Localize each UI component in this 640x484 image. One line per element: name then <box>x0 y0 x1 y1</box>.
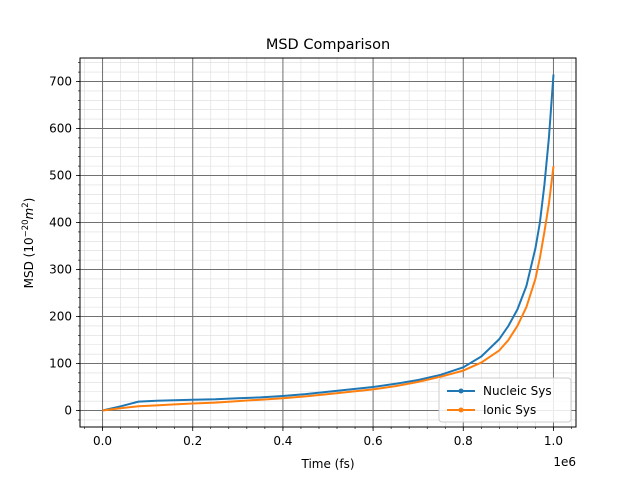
x-tick-label: 0.8 <box>454 434 473 448</box>
y-label-exp: −20 <box>21 219 31 237</box>
y-tick-label: 0 <box>64 404 72 418</box>
y-label-prefix: MSD (10 <box>22 237 36 288</box>
y-tick-label: 300 <box>49 263 72 277</box>
x-axis: 0.0 0.2 0.4 0.6 0.8 1.0 <box>84 427 572 448</box>
plot-frame <box>79 57 577 428</box>
major-grid <box>80 58 576 427</box>
legend-label-1: Ionic Sys <box>483 403 536 417</box>
x-tick-label: 0.4 <box>273 434 292 448</box>
plot-area: 0.0 0.2 0.4 0.6 0.8 1.0 0 100 200 300 400 500 600 70… <box>49 57 577 448</box>
legend-marker-1 <box>458 407 464 413</box>
x-axis-label: Time (fs) <box>300 457 354 471</box>
x-offset-label: 1e6 <box>553 455 576 469</box>
y-tick-label: 700 <box>49 75 72 89</box>
y-tick-label: 500 <box>49 169 72 183</box>
x-tick-label: 0.0 <box>93 434 112 448</box>
y-tick-label: 100 <box>49 357 72 371</box>
plot-background <box>80 58 576 427</box>
x-tick-label: 0.2 <box>183 434 202 448</box>
y-axis: 0 100 200 300 400 500 600 700 <box>49 62 80 421</box>
x-tick-label: 0.6 <box>364 434 383 448</box>
y-tick-label: 600 <box>49 122 72 136</box>
y-axis-label: MSD (10−20m2) <box>21 198 36 289</box>
y-tick-label: 200 <box>49 310 72 324</box>
legend: Nucleic Sys Ionic Sys <box>438 377 572 423</box>
x-tick-label: 1.0 <box>544 434 563 448</box>
y-label-unit-exp: 2 <box>21 202 31 207</box>
y-label-unit: m <box>22 208 36 220</box>
chart-title: MSD Comparison <box>266 37 390 53</box>
legend-marker-0 <box>458 388 464 394</box>
series-line-0 <box>102 74 555 412</box>
y-label-suffix: ) <box>22 198 36 203</box>
series-layer <box>102 74 555 412</box>
legend-label-0: Nucleic Sys <box>483 384 552 398</box>
series-line-1 <box>102 165 555 412</box>
y-tick-label: 400 <box>49 216 72 230</box>
